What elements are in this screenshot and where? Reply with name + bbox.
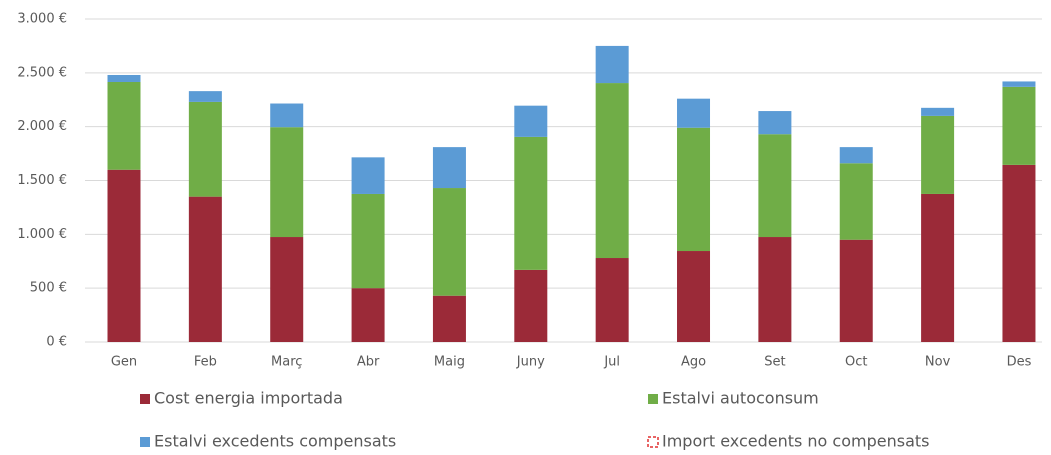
legend-label: Estalvi excedents compensats	[154, 432, 396, 451]
bar-segment	[107, 74, 141, 82]
bar-segment	[839, 239, 873, 342]
legend-swatch	[140, 437, 150, 447]
x-tick-label: Oct	[845, 355, 867, 370]
x-tick-label: Abr	[357, 355, 380, 370]
legend-label: Cost energia importada	[154, 389, 343, 408]
bar-segment	[351, 157, 385, 194]
bar-segment	[758, 237, 792, 342]
bar-segment	[595, 83, 629, 259]
bar-segment	[351, 193, 385, 289]
legend-swatch	[647, 436, 659, 448]
legend-label: Estalvi autoconsum	[662, 389, 819, 408]
bar-segment	[432, 188, 466, 296]
x-tick-label: Juny	[516, 355, 545, 370]
bar-segment	[188, 196, 222, 342]
bar-segment	[677, 251, 711, 342]
x-tick-label: Set	[764, 355, 785, 370]
x-tick-label: Feb	[194, 355, 217, 370]
y-tick-label: 2.500 €	[17, 65, 67, 80]
y-tick-label: 500 €	[30, 281, 67, 296]
bar-segment	[514, 136, 548, 270]
x-tick-label: Maig	[434, 355, 465, 370]
y-tick-label: 2.000 €	[17, 119, 67, 134]
bar-segment	[432, 147, 466, 189]
y-tick-label: 3.000 €	[17, 12, 67, 27]
legend-swatch	[140, 394, 150, 404]
bar-segment	[921, 107, 955, 116]
bar-segment	[351, 288, 385, 342]
x-tick-label: Des	[1007, 355, 1032, 370]
bar-segment	[270, 237, 304, 342]
x-tick-label: Ago	[681, 355, 706, 370]
x-tick-label: Gen	[111, 355, 137, 370]
bar-segment	[107, 169, 141, 342]
bar-segment	[1002, 86, 1036, 165]
legend-label: Import excedents no compensats	[662, 432, 930, 451]
x-tick-label: Jul	[603, 355, 620, 370]
bar-segment	[758, 134, 792, 238]
bar-segment	[514, 105, 548, 137]
x-tick-label: Març	[271, 355, 302, 370]
bar-segment	[839, 147, 873, 164]
bar-segment	[758, 111, 792, 135]
bar-segment	[921, 193, 955, 342]
y-tick-label: 1.000 €	[17, 227, 67, 242]
bar-segment	[595, 45, 629, 84]
legend-swatch	[648, 394, 658, 404]
bar-segment	[677, 127, 711, 252]
bar-segment	[839, 163, 873, 240]
y-tick-label: 0 €	[46, 335, 67, 350]
bar-segment	[677, 98, 711, 128]
bar-segment	[107, 81, 141, 170]
y-tick-label: 1.500 €	[17, 173, 67, 188]
bar-segment	[270, 127, 304, 238]
bar-segment	[270, 103, 304, 128]
bar-segment	[1002, 164, 1036, 342]
bar-segment	[921, 115, 955, 194]
bar-segment	[514, 269, 548, 342]
x-tick-label: Nov	[925, 355, 951, 370]
bar-segment	[1002, 81, 1036, 87]
bar-segment	[432, 295, 466, 342]
bar-segment	[595, 258, 629, 342]
bar-segment	[188, 101, 222, 197]
bar-segment	[188, 91, 222, 102]
